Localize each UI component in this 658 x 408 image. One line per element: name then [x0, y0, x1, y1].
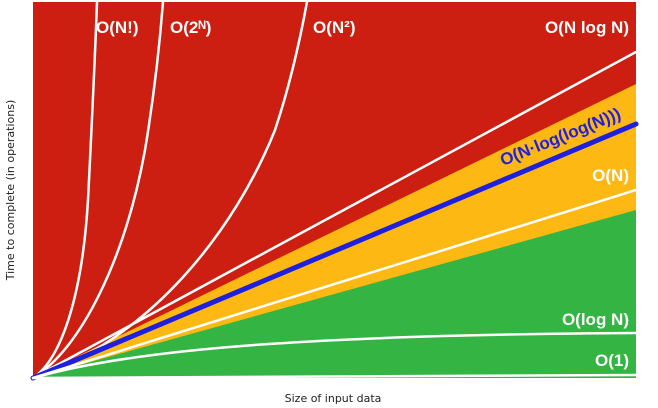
- series-line-5: [31, 188, 638, 380]
- series-label-5: O(N): [592, 166, 629, 185]
- curves: [30, 0, 639, 381]
- series-label-3: O(N log N): [545, 18, 629, 37]
- series-line-0: [31, 0, 99, 380]
- background-regions: [33, 2, 636, 378]
- series-line-7: [31, 373, 638, 380]
- series-label-7: O(1): [595, 351, 629, 370]
- series-label-2: O(N²): [313, 18, 355, 37]
- series-line-3: [31, 50, 638, 380]
- series-line-2: [31, 0, 309, 380]
- series-label-1: O(2ᴺ): [170, 18, 211, 37]
- y-axis-label: Time to complete (in operations): [4, 100, 17, 282]
- x-axis-label: Size of input data: [285, 392, 382, 405]
- series-label-0: O(N!): [96, 18, 138, 37]
- series-line-1: [31, 0, 165, 380]
- series-line-6: [31, 331, 638, 380]
- series-label-6: O(log N): [562, 310, 629, 329]
- series-line-4: [30, 121, 639, 381]
